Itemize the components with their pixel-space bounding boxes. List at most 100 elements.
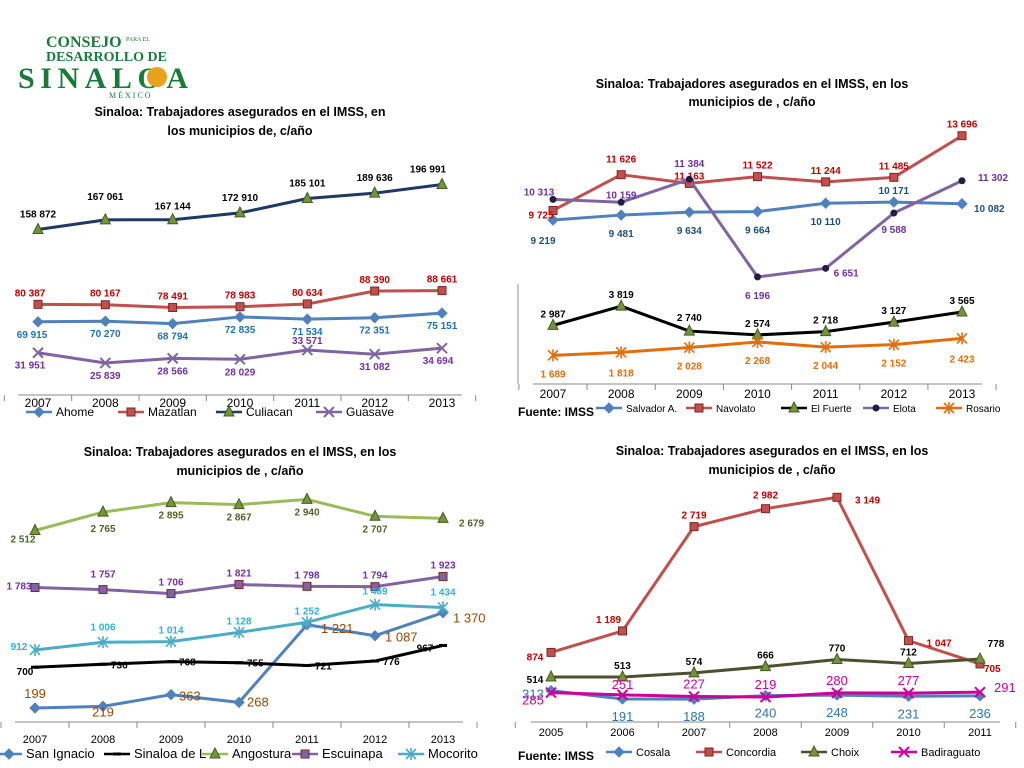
data-point [166,212,179,225]
legend-label: Cosala [636,747,671,759]
chart-title: Sinaloa: Trabajadores asegurados en el I… [596,77,909,91]
data-label: 2 423 [949,354,974,365]
x-tick-label: 2011 [295,734,319,746]
data-label: 78 983 [225,291,256,302]
data-label: 11 384 [674,159,704,170]
data-point [832,492,842,502]
series-badiraguato: 285 251 227 219 280 277 291 [522,673,1016,708]
data-point [546,647,556,657]
data-label: 291 [994,680,1016,695]
data-label: 240 [755,706,777,721]
data-label: 736 [111,660,128,671]
legend-marker [33,406,45,418]
chart-1: Sinaloa: Trabajadores asegurados en el I… [3,105,477,419]
source-note: Fuente: IMSS [518,749,594,763]
x-tick-label: 2011 [294,396,320,410]
data-point [32,316,44,328]
series-line [550,495,981,666]
data-point [616,170,626,180]
chart-3: Sinaloa: Trabajadores asegurados en el I… [0,445,486,761]
data-point [956,332,968,345]
legend-label: Culiacan [246,405,293,419]
x-tick-label: 2009 [159,734,183,746]
legend-marker [943,402,955,414]
legend-item: Rosario [936,402,1001,415]
data-label: 2 940 [294,507,319,518]
x-tick-label: 2008 [608,387,635,401]
data-point [617,198,625,206]
data-label: 33 571 [292,336,323,347]
data-label: 10 313 [524,187,555,198]
data-point [368,312,381,324]
data-label: 363 [179,689,201,704]
legend-marker [603,402,615,414]
data-label: 227 [683,677,705,692]
legend-marker [898,746,910,758]
x-tick-label: 2010 [744,387,771,401]
data-point [99,212,112,225]
data-label: 9 664 [745,226,770,237]
data-point [957,131,967,141]
legend-label: Angostura [232,746,292,761]
legend-marker [613,746,625,758]
data-label: 9 725 [528,210,553,221]
data-point [616,669,629,682]
data-point [369,598,381,611]
data-point [233,497,245,510]
data-point [368,186,381,198]
data-label: 1 923 [430,560,455,571]
legend-label: Escuinapa [322,746,383,761]
data-point [369,629,381,642]
legend-item: Badiraguato [891,746,980,759]
data-label: 80 387 [15,288,46,299]
data-label: 28 029 [225,367,256,378]
data-label: 3 565 [949,296,974,307]
x-tick-label: 2013 [431,734,455,746]
data-point [548,205,558,215]
chart-title: Sinaloa: Trabajadores asegurados en el I… [84,445,397,459]
data-point [30,583,40,593]
data-label: 69 915 [17,330,48,341]
data-label: 11 626 [606,155,636,166]
data-point [888,338,900,351]
x-tick-label: 2009 [825,727,849,739]
data-label: 574 [686,657,703,668]
series-guasave: 31 951 25 839 28 566 28 029 33 571 31 082 34 6… [15,336,454,382]
data-point [822,264,830,272]
data-point [302,581,312,591]
data-label: 2 574 [745,319,770,330]
data-point [956,198,968,210]
legend-item: El Fuerte [781,400,852,415]
data-label: 2 707 [362,524,387,535]
chart-2: Sinaloa: Trabajadores asegurados en el I… [517,77,1008,419]
data-label: 71 534 [292,327,323,338]
data-point [759,691,772,703]
data-label: 1 798 [294,570,319,581]
data-point [301,313,314,325]
legend-item: Escuinapa [292,746,383,761]
data-label: 158 872 [20,210,57,221]
data-label: 31 082 [359,362,390,373]
x-tick-label: 2009 [676,387,703,401]
data-point [888,196,900,208]
legend-label: Concordia [726,747,777,759]
data-label: 700 [17,667,34,678]
legend-item: Concordia [696,747,777,759]
data-label: 513 [614,661,631,672]
data-point [301,191,314,204]
data-point [97,636,109,649]
data-label: 3 819 [609,290,634,301]
data-point [683,206,696,218]
sun-icon [147,67,167,87]
x-tick-label: 2008 [91,734,115,746]
chart-title: municipios de , c/año [708,463,835,477]
series-salvador-a-: 9 219 9 481 9 634 9 664 10 110 10 171 10 082 [530,186,1005,247]
data-point [754,273,761,281]
data-label: 34 694 [423,356,454,367]
data-label: 31 951 [15,361,46,372]
data-point [819,197,832,209]
data-point [618,626,627,636]
data-label: 11 522 [742,161,772,172]
data-label: 1 821 [226,569,251,580]
legend-marker [126,407,136,417]
